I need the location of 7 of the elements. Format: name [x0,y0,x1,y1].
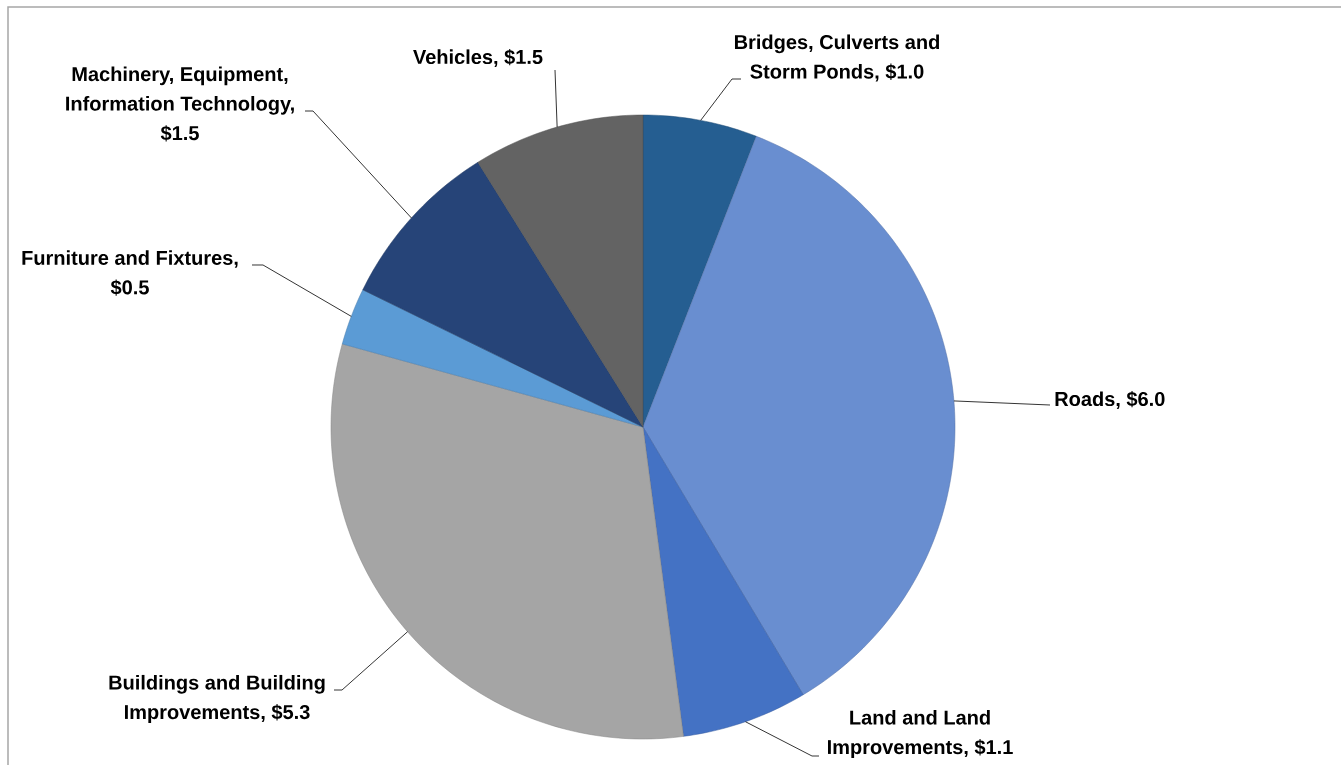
data-label: Machinery, Equipment, Information Technology, $1.5 [66,66,294,142]
data-label: Bridges, Culverts and Storm Ponds, $1.0 [734,34,940,82]
data-label: Buildings and Building Improvements, $5.3 [109,674,325,724]
data-label: Roads, $6.0 [1055,391,1165,409]
data-label: Land and Land Improvements, $1.1 [827,709,1013,759]
data-label: Furniture and Fixtures, $0.5 [22,250,238,296]
data-label: Vehicles, $1.5 [413,49,543,67]
